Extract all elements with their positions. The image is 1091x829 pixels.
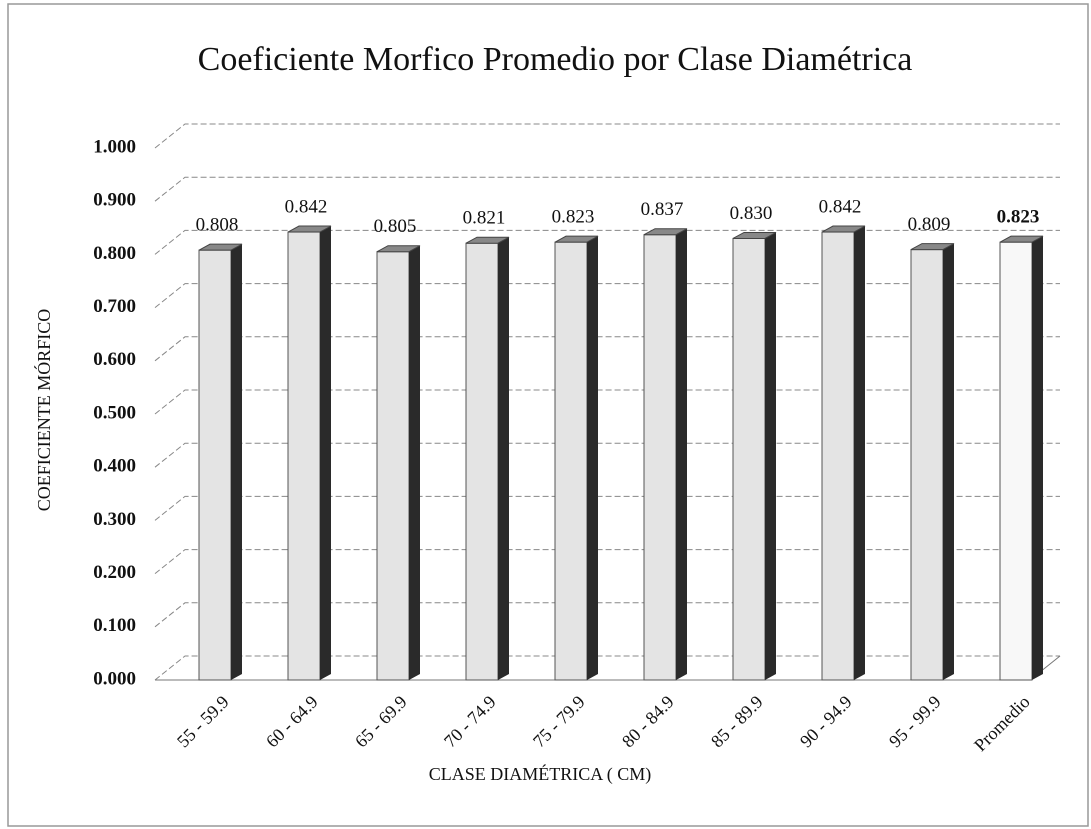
y-tick-label: 0.900 [93,190,136,211]
x-tick-label: 85 - 89.9 [707,692,767,752]
x-tick-label: 55 - 59.9 [173,692,233,752]
bar [554,241,588,681]
bar-side [587,236,598,680]
value-label: 0.823 [997,207,1040,228]
bar [465,242,499,681]
bar-top [554,235,599,243]
y-tick-label: 0.200 [93,562,136,583]
grid-line [154,123,1060,149]
y-tick-label: 0.800 [93,243,136,264]
bar-side [676,228,687,680]
frame [7,3,1089,827]
bar [821,231,855,681]
bar-top [376,245,421,253]
bar-top [732,231,777,239]
bar-side [765,232,776,680]
x-tick-label: Promedio [970,692,1034,756]
y-tick-label: 0.100 [93,615,136,636]
bar [732,237,766,681]
bar-side [1032,236,1043,680]
bar-top [287,225,332,233]
x-tick-label: 70 - 74.9 [440,692,500,752]
value-label: 0.837 [641,199,684,220]
value-label: 0.821 [463,208,506,229]
bar-side [943,243,954,680]
y-tick-label: 0.700 [93,296,136,317]
chart-title: Coeficiente Morfico Promedio por Clase D… [198,41,913,78]
y-axis-label: COEFICIENTE MÓRFICO [33,309,54,512]
bar [910,249,944,681]
value-label: 0.842 [285,196,328,217]
bar-top [643,228,688,236]
y-tick-label: 0.400 [93,456,136,477]
grid-line [154,229,1060,255]
bar-top [999,235,1044,243]
bar-side [409,245,420,681]
x-tick-label: 65 - 69.9 [351,692,411,752]
y-tick-label: 1.000 [93,136,136,157]
bar-top [198,243,243,251]
x-tick-label: 95 - 99.9 [885,692,945,752]
bar-side [231,244,242,681]
bar [376,251,410,681]
bar-top [465,236,510,244]
bar-side [320,226,331,680]
x-tick-label: 75 - 79.9 [529,692,589,752]
value-label: 0.842 [819,196,862,217]
bar-side [854,226,865,680]
value-label: 0.808 [196,215,239,236]
x-axis-label: CLASE DIAMÉTRICA ( CM) [429,763,652,785]
y-tick-label: 0.000 [93,668,136,689]
y-tick-label: 0.500 [93,402,136,423]
bar [999,241,1033,681]
value-label: 0.823 [552,207,595,228]
bar [198,249,232,681]
value-label: 0.830 [730,203,773,224]
bar [287,231,321,681]
bar-top [821,225,866,233]
x-tick-label: 60 - 64.9 [262,692,322,752]
bar-top [910,243,955,251]
x-tick-label: 80 - 84.9 [618,692,678,752]
value-label: 0.809 [908,214,951,235]
value-label: 0.805 [374,216,417,237]
y-tick-label: 0.600 [93,349,136,370]
y-tick-label: 0.300 [93,509,136,530]
grid-line [154,176,1060,202]
bar [643,234,677,681]
x-tick-label: 90 - 94.9 [796,692,856,752]
bar-side [498,237,509,680]
